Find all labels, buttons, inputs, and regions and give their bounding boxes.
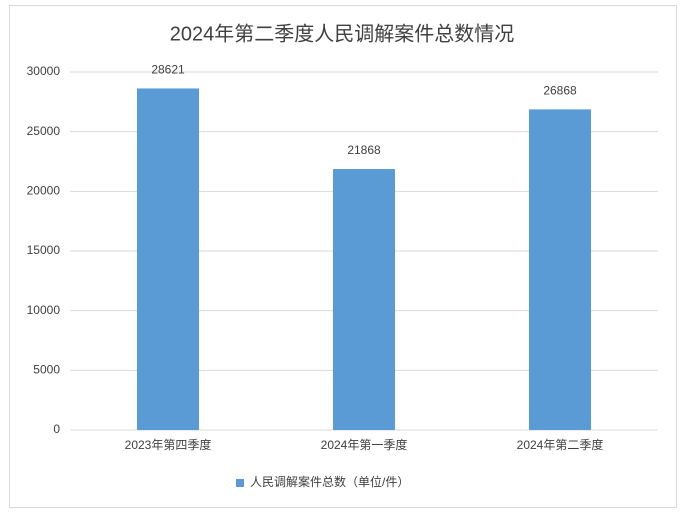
bar: [529, 109, 591, 431]
legend-label: 人民调解案件总数（单位/件）: [250, 474, 409, 489]
bar: [333, 169, 395, 430]
legend-swatch: [236, 479, 244, 487]
y-tick-label: 10000: [27, 303, 61, 317]
x-tick-label: 2023年第四季度: [125, 437, 212, 452]
y-tick-label: 0: [53, 422, 60, 436]
y-tick-label: 15000: [27, 243, 61, 257]
y-tick-label: 5000: [33, 363, 60, 377]
bar: [137, 88, 199, 431]
x-tick-label: 2024年第一季度: [321, 437, 408, 452]
chart-title: 2024年第二季度人民调解案件总数情况: [170, 22, 515, 45]
y-tick-label: 20000: [27, 184, 61, 198]
data-label: 28621: [151, 63, 185, 77]
y-tick-label: 30000: [27, 64, 61, 78]
y-tick-label: 25000: [27, 124, 61, 138]
x-tick-label: 2024年第二季度: [517, 437, 604, 452]
data-label: 21868: [347, 143, 381, 157]
data-label: 26868: [543, 84, 577, 98]
